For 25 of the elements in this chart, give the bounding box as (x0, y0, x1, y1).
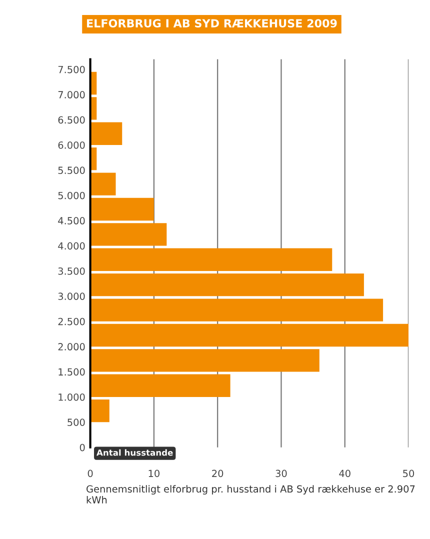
chart-title: ELFORBRUG I AB SYD RÆKKEHUSE 2009 (87, 19, 337, 28)
x-tick-label: 30 (276, 470, 287, 478)
x-tick-label: 10 (148, 470, 160, 478)
y-tick-label: 7.500 (58, 66, 85, 74)
y-tick-label: 6.500 (58, 116, 85, 124)
y-tick-label: 5.000 (58, 192, 85, 200)
y-tick-label: 5.500 (58, 166, 85, 174)
y-tick-label: 500 (68, 418, 85, 426)
x-tick-label: 50 (403, 470, 414, 478)
text: Gennemsnitligt elforbrug pr. husstand i AB Syd rækkehuse er 2.907 kWh (86, 485, 415, 504)
y-tick-label: 4.500 (58, 217, 85, 224)
y-tick-label: 2.000 (58, 343, 85, 350)
y-tick-label: 6.000 (58, 141, 85, 149)
y-tick-label: 7.000 (58, 91, 85, 98)
y-tick-label: 3.500 (58, 267, 85, 275)
x-tick-label: 0 (88, 470, 93, 478)
x-tick-label: 20 (212, 470, 224, 478)
y-tick-label: 4.000 (58, 242, 85, 250)
x-axis-title: Antal husstande (96, 449, 173, 456)
y-tick-label: 2.500 (58, 318, 85, 326)
y-tick-label: 1.500 (58, 368, 85, 376)
x-tick-label: 40 (339, 470, 350, 478)
y-tick-label: 1.000 (58, 393, 85, 401)
y-tick-label: 3.000 (58, 292, 85, 300)
y-tick-label: 0 (80, 444, 85, 452)
